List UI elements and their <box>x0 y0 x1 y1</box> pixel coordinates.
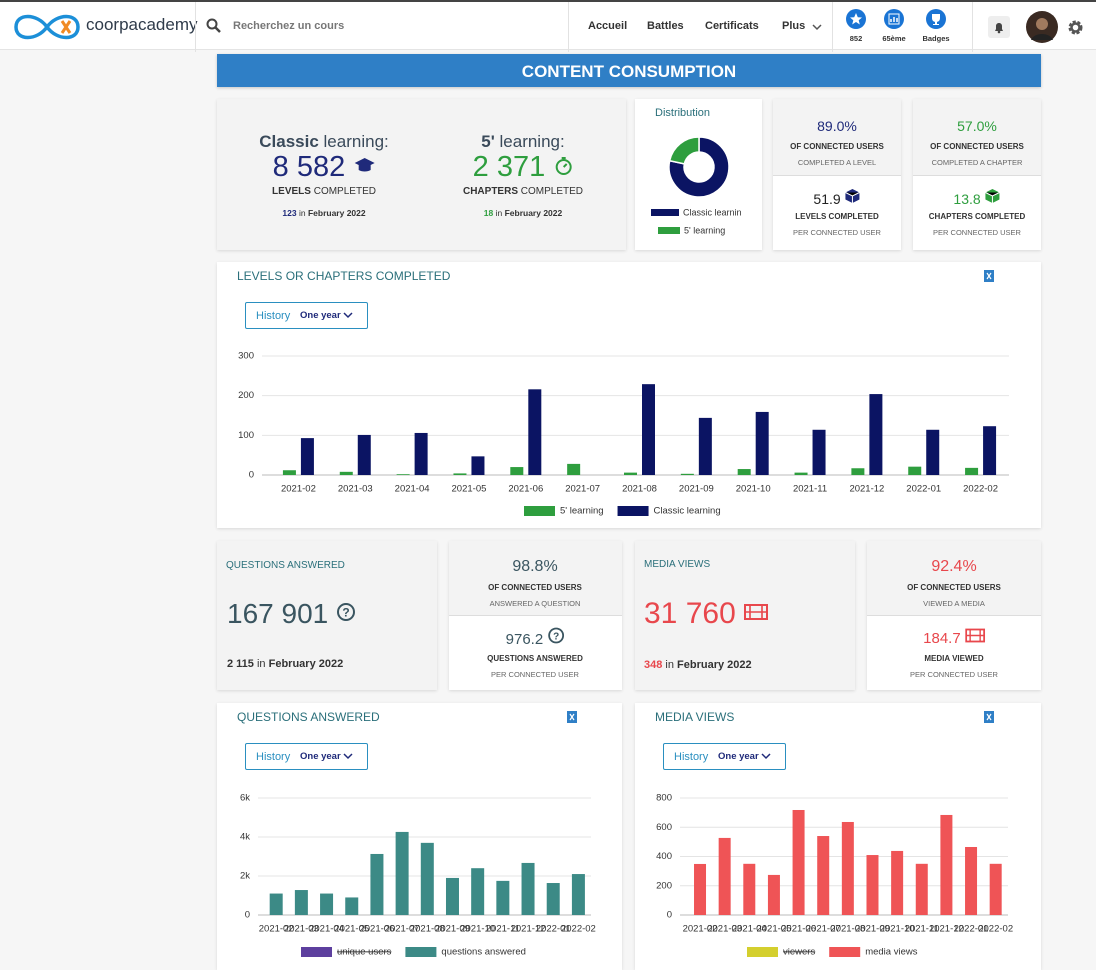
chart-title: LEVELS OR CHAPTERS COMPLETED <box>237 269 451 283</box>
questions-chart-card: QUESTIONS ANSWERED History One year <box>217 703 622 970</box>
avatar[interactable] <box>1026 11 1058 43</box>
period-filter[interactable]: History One year <box>663 743 786 770</box>
nav-item[interactable]: Certificats <box>705 20 759 32</box>
rate-pct: 98.8% <box>512 558 558 575</box>
filter-label: History <box>256 751 291 763</box>
rate-card: 92.4% OF CONNECTED USERS VIEWED A MEDIA … <box>867 541 1041 690</box>
rate-line: OF CONNECTED USERS <box>907 583 1001 592</box>
rate-line: QUESTIONS ANSWERED <box>487 654 583 663</box>
rate-avg: 13.8 <box>953 188 1000 206</box>
five-unit: CHAPTERS COMPLETED <box>462 186 584 197</box>
rate-line: COMPLETED A CHAPTER <box>931 158 1023 167</box>
nav-item[interactable]: Battles <box>647 20 684 32</box>
five-heading: 5' learning: <box>481 132 565 151</box>
rate-pct: 57.0% <box>957 118 997 134</box>
chart-title: MEDIA VIEWS <box>655 710 735 724</box>
chart-title: QUESTIONS ANSWERED <box>237 710 380 724</box>
media-chart-card: MEDIA VIEWS History One year <box>635 703 1041 970</box>
page-title: CONTENT CONSUMPTION <box>521 62 737 81</box>
filter-label: History <box>674 751 709 763</box>
levels-chart-card: LEVELS OR CHAPTERS COMPLETED History One… <box>217 262 1041 528</box>
media-month: 348 in February 2022 <box>644 659 752 671</box>
classic-month: 123 in February 2022 <box>282 208 366 218</box>
rate-line: PER CONNECTED USER <box>793 228 881 237</box>
export-excel[interactable] <box>984 270 994 282</box>
learning-card: Classic learning: 8 582 LEVELS COMPLETED… <box>217 99 626 250</box>
search-icon[interactable] <box>206 18 222 34</box>
filter-value: One year <box>718 751 759 762</box>
badge-label: Badges <box>922 34 950 43</box>
rate-avg: 184.7 <box>923 628 985 646</box>
filter-value: One year <box>300 751 341 762</box>
logo-text: coorpacademy <box>86 15 198 34</box>
rate-top <box>773 99 901 176</box>
classic-heading: Classic learning: <box>259 132 389 151</box>
questions-total: 167 901 ? <box>227 600 356 628</box>
rate-line: CHAPTERS COMPLETED <box>928 212 1026 221</box>
rate-line: COMPLETED A LEVEL <box>797 158 877 167</box>
period-filter[interactable]: History One year <box>245 743 368 770</box>
badge-label: 65ème <box>882 34 906 43</box>
badge-label: 852 <box>849 34 863 43</box>
classic-total: 8 582 <box>273 153 376 182</box>
questions-card: QUESTIONS ANSWERED 167 901 ? 2 115 in Fe… <box>217 541 437 690</box>
settings[interactable] <box>1067 19 1084 36</box>
notifications[interactable] <box>988 16 1010 38</box>
nav-item[interactable]: Accueil <box>588 20 628 32</box>
rate-card: 89.0% OF CONNECTED USERS COMPLETED A LEV… <box>773 99 901 250</box>
five-month: 18 in February 2022 <box>483 208 563 218</box>
logo-icon <box>14 14 80 40</box>
badge-icon[interactable] <box>846 9 866 29</box>
rate-card: 98.8% OF CONNECTED USERS ANSWERED A QUES… <box>449 541 622 690</box>
nav-item[interactable]: Plus <box>782 20 806 32</box>
rate-pct: 92.4% <box>931 558 977 575</box>
chevron <box>812 24 822 31</box>
rate-line: PER CONNECTED USER <box>910 670 998 679</box>
media-total: 31 760 <box>644 599 769 629</box>
rate-avg: 976.2 ? <box>506 627 565 647</box>
rate-line: OF CONNECTED USERS <box>488 583 582 592</box>
rate-top <box>867 541 1041 616</box>
search-input[interactable]: Recherchez un cours <box>233 20 345 32</box>
export-excel[interactable] <box>984 711 994 723</box>
card-title: QUESTIONS ANSWERED <box>226 560 345 571</box>
svg-text:?: ? <box>553 632 559 643</box>
rate-pct: 89.0% <box>817 118 857 134</box>
filter-label: History <box>256 310 291 322</box>
rate-card: 57.0% OF CONNECTED USERS COMPLETED A CHA… <box>913 99 1041 250</box>
rate-line: OF CONNECTED USERS <box>930 142 1024 151</box>
rate-line: VIEWED A MEDIA <box>923 599 985 608</box>
top-bar: coorpacademy Recherchez un cours Accueil… <box>0 0 1096 52</box>
distribution-card: Distribution <box>635 99 762 250</box>
rate-line: OF CONNECTED USERS <box>790 142 884 151</box>
filter-value: One year <box>300 310 341 321</box>
questions-month: 2 115 in February 2022 <box>227 658 344 670</box>
rate-line: ANSWERED A QUESTION <box>489 599 581 608</box>
export-excel[interactable] <box>567 711 577 723</box>
title-bar: CONTENT CONSUMPTION <box>217 54 1041 87</box>
rate-avg: 51.9 <box>813 188 860 206</box>
five-total: 2 371 <box>473 153 574 182</box>
classic-unit: LEVELS COMPLETED <box>272 186 376 197</box>
card-title: MEDIA VIEWS <box>644 559 711 570</box>
rate-line: LEVELS COMPLETED <box>795 212 879 221</box>
badge-icon[interactable] <box>926 9 946 29</box>
chart-title: Distribution <box>655 107 711 119</box>
rate-top <box>913 99 1041 176</box>
rate-line: MEDIA VIEWED <box>924 654 984 663</box>
rate-top <box>449 541 622 616</box>
media-card: MEDIA VIEWS 31 760 348 in February 2022 <box>635 541 855 690</box>
rate-line: PER CONNECTED USER <box>933 228 1021 237</box>
badge-icon[interactable] <box>884 9 904 29</box>
period-filter[interactable]: History One year <box>245 302 368 329</box>
rate-line: PER CONNECTED USER <box>491 670 579 679</box>
svg-text:?: ? <box>342 606 349 620</box>
